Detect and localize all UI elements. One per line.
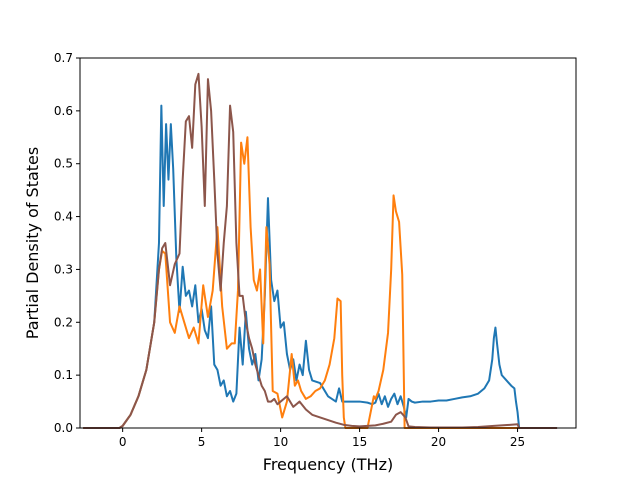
series-line-2 xyxy=(83,136,558,429)
series-layer xyxy=(83,72,558,429)
y-tick-label: 0.4 xyxy=(54,210,73,224)
y-axis-ticks: 0.0 0.1 0.2 0.3 0.4 0.5 0.6 0.7 xyxy=(54,51,80,435)
y-tick-label: 0.3 xyxy=(54,262,73,276)
x-tick-label: 15 xyxy=(352,435,367,449)
series-line-3 xyxy=(83,72,558,429)
x-tick-label: 25 xyxy=(510,435,525,449)
y-axis-label: Partial Density of States xyxy=(23,147,42,339)
x-tick-label: 10 xyxy=(273,435,288,449)
x-tick-label: 20 xyxy=(431,435,446,449)
y-tick-label: 0.0 xyxy=(54,421,73,435)
y-tick-label: 0.2 xyxy=(54,315,73,329)
y-tick-label: 0.6 xyxy=(54,104,73,118)
plot-frame xyxy=(79,57,577,429)
y-tick-label: 0.5 xyxy=(54,157,73,171)
y-tick-label: 0.7 xyxy=(54,51,73,65)
x-tick-label: 0 xyxy=(119,435,127,449)
x-axis-ticks: 0 5 10 15 20 25 xyxy=(119,428,525,449)
x-axis-label: Frequency (THz) xyxy=(263,455,393,474)
x-tick-label: 5 xyxy=(198,435,206,449)
y-tick-label: 0.1 xyxy=(54,368,73,382)
series-line-1 xyxy=(83,104,558,429)
